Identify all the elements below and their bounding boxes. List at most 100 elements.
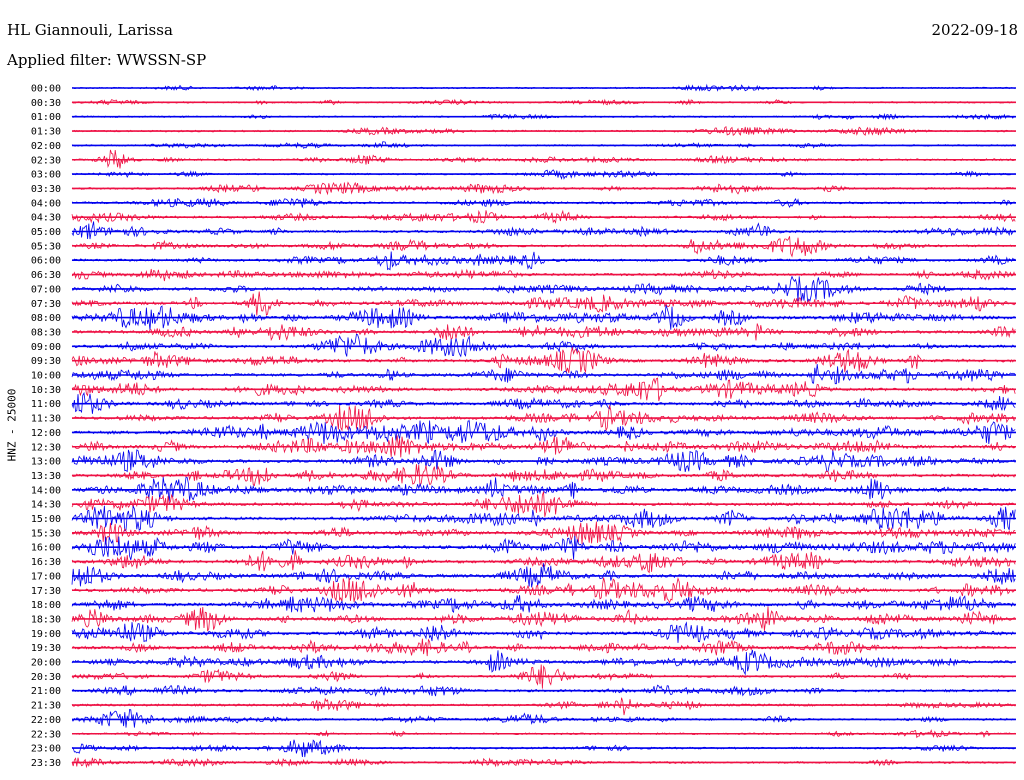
trace-line [71,729,1016,739]
time-label: 08:30 [31,327,61,338]
trace-line [71,346,1016,374]
trace-line [71,125,1016,137]
time-label: 15:30 [31,528,61,539]
trace-line [71,209,1016,224]
trace-line [71,757,1016,769]
trace-line [72,477,1016,503]
time-label: 06:00 [31,256,61,267]
trace-line [71,83,1016,92]
time-label: 05:30 [31,241,61,252]
time-label: 12:00 [31,428,61,439]
time-label: 03:00 [31,170,61,181]
time-label: 14:00 [31,485,61,496]
trace-line [71,420,1016,445]
time-label: 23:00 [31,744,61,755]
trace-line [71,709,1016,728]
time-label: 17:00 [31,571,61,582]
time-label: 08:00 [31,313,61,324]
trace-line [71,305,1016,331]
time-labels: 00:00 00:30 01:00 01:30 02:00 02:30 03:00 03:30… [31,84,61,769]
time-label: 11:30 [31,414,61,425]
trace-line [71,606,1016,632]
trace-line [71,405,1016,432]
trace-line [71,697,1016,716]
time-label: 10:00 [31,371,61,382]
time-label: 15:00 [31,514,61,525]
trace-line [71,377,1016,402]
traces [71,83,1016,769]
trace-line [71,98,1016,106]
trace-line [71,435,1016,458]
trace-line [71,563,1016,588]
time-label: 04:00 [31,198,61,209]
time-label: 10:30 [31,385,61,396]
time-label: 22:00 [31,715,61,726]
time-label: 23:30 [31,758,61,769]
filter-label: Applied filter: WWSSN-SP [7,51,207,69]
time-label: 13:30 [31,471,61,482]
trace-line [71,505,1016,532]
time-label: 11:00 [31,399,61,410]
trace-line [71,363,1016,385]
time-label: 01:00 [31,112,61,123]
trace-line [71,684,1016,697]
trace-line [71,149,1016,169]
time-label: 02:00 [31,141,61,152]
date-label: 2022-09-18 [931,21,1018,39]
trace-line [71,112,1016,121]
time-label: 04:30 [31,213,61,224]
trace-line [71,197,1016,208]
trace-line [71,464,1016,487]
time-label: 06:30 [31,270,61,281]
trace-line [71,181,1016,196]
time-label: 21:00 [31,686,61,697]
trace-line [71,275,1016,304]
time-label: 18:30 [31,614,61,625]
trace-line [71,595,1016,613]
time-label: 00:00 [31,84,61,95]
time-label: 00:30 [31,98,61,109]
trace-line [71,491,1016,517]
time-label: 07:30 [31,299,61,310]
trace-line [71,236,1016,258]
trace-line [71,577,1016,604]
trace-line [71,535,1016,561]
trace-line [71,521,1016,545]
time-label: 05:00 [31,227,61,238]
time-label: 22:30 [31,729,61,740]
time-label: 03:30 [31,184,61,195]
time-label: 21:30 [31,701,61,712]
trace-line [71,621,1016,643]
trace-line [71,333,1016,358]
time-label: 02:30 [31,155,61,166]
trace-line [71,268,1016,282]
station-title: HL Giannouli, Larissa [7,21,173,39]
time-label: 19:00 [31,629,61,640]
time-label: 17:30 [31,586,61,597]
trace-line [71,323,1016,342]
trace-line [71,251,1016,271]
time-label: 18:00 [31,600,61,611]
time-label: 20:30 [31,672,61,683]
time-label: 20:00 [31,658,61,669]
trace-line [71,664,1016,689]
time-label: 19:30 [31,643,61,654]
trace-line [71,449,1016,473]
trace-line [71,391,1016,414]
trace-line [71,169,1016,180]
time-label: 14:30 [31,500,61,511]
time-label: 07:00 [31,284,61,295]
time-label: 12:30 [31,442,61,453]
trace-line [71,638,1016,657]
trace-line [71,649,1016,676]
time-label: 09:00 [31,342,61,353]
time-label: 09:30 [31,356,61,367]
trace-line [71,221,1016,240]
trace-line [71,141,1016,149]
time-label: 16:30 [31,557,61,568]
trace-line [71,291,1016,316]
time-label: 13:00 [31,457,61,468]
time-label: 01:30 [31,127,61,138]
time-label: 16:00 [31,543,61,554]
